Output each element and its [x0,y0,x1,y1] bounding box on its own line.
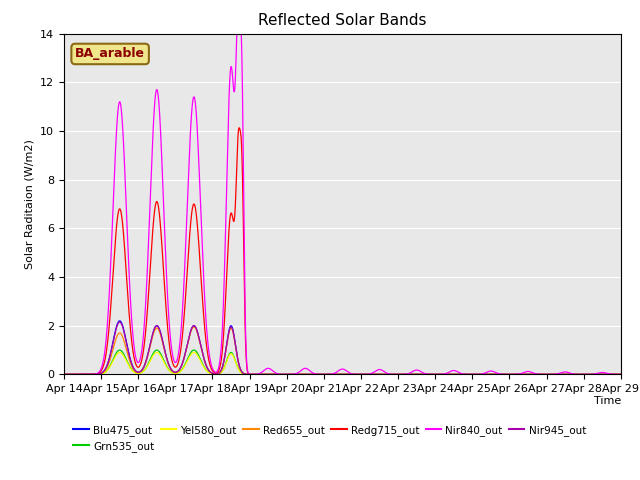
Nir945_out [448,372,456,377]
Line: Nir945_out: Nir945_out [64,322,621,374]
Nir945_out [587,372,595,377]
Yel580_out [116,349,124,355]
Nir945_out [467,372,475,377]
Nir945_out [116,319,124,325]
Redg715_out [617,372,625,377]
Yel580_out [60,372,68,377]
Red655_out [594,372,602,377]
Redg715_out [483,372,491,377]
Redg715_out [236,125,243,131]
Red655_out [324,372,332,377]
Blu475_out [60,372,68,377]
Red655_out [467,372,475,377]
Nir945_out [483,372,491,377]
Yel580_out [448,372,456,377]
Blu475_out [617,372,625,377]
Redg715_out [448,372,456,377]
Redg715_out [594,372,602,377]
Nir840_out [60,372,68,377]
Grn535_out [324,372,332,377]
Yel580_out [250,372,257,377]
Nir840_out [250,372,257,377]
Nir840_out [594,371,602,376]
Blu475_out [250,372,257,377]
Grn535_out [448,372,456,377]
Grn535_out [116,347,124,353]
Grn535_out [594,372,602,377]
Redg715_out [60,372,68,377]
Nir945_out [617,372,625,377]
Nir840_out [483,369,491,375]
Blu475_out [448,372,456,377]
Red655_out [617,372,625,377]
Line: Red655_out: Red655_out [64,327,621,374]
Y-axis label: Solar Raditaion (W/m2): Solar Raditaion (W/m2) [24,139,35,269]
X-axis label: Time: Time [593,396,621,406]
Grn535_out [250,372,257,377]
Grn535_out [617,372,625,377]
Red655_out [60,372,68,377]
Yel580_out [587,372,595,377]
Line: Redg715_out: Redg715_out [64,128,621,374]
Title: Reflected Solar Bands: Reflected Solar Bands [258,13,427,28]
Nir945_out [324,372,332,377]
Text: BA_arable: BA_arable [75,48,145,60]
Blu475_out [116,318,124,324]
Line: Blu475_out: Blu475_out [64,321,621,374]
Nir840_out [324,372,332,377]
Nir945_out [594,372,602,377]
Yel580_out [467,372,475,377]
Red655_out [587,372,595,377]
Red655_out [448,372,456,377]
Yel580_out [594,372,602,377]
Grn535_out [467,372,475,377]
Legend: Blu475_out, Grn535_out, Yel580_out, Red655_out, Redg715_out, Nir840_out, Nir945_: Blu475_out, Grn535_out, Yel580_out, Red6… [69,420,590,456]
Blu475_out [594,372,602,377]
Yel580_out [483,372,491,377]
Blu475_out [324,372,332,377]
Nir840_out [587,372,595,377]
Grn535_out [587,372,595,377]
Line: Grn535_out: Grn535_out [64,350,621,374]
Line: Yel580_out: Yel580_out [64,352,621,374]
Redg715_out [250,372,257,377]
Yel580_out [617,372,625,377]
Blu475_out [587,372,595,377]
Red655_out [483,372,491,377]
Redg715_out [587,372,595,377]
Blu475_out [467,372,475,377]
Redg715_out [324,372,332,377]
Nir945_out [60,372,68,377]
Nir945_out [250,372,257,377]
Grn535_out [60,372,68,377]
Redg715_out [467,372,475,377]
Red655_out [250,372,257,377]
Red655_out [190,324,198,330]
Nir840_out [467,372,475,377]
Nir840_out [617,372,625,377]
Blu475_out [483,372,491,377]
Grn535_out [483,372,491,377]
Line: Nir840_out: Nir840_out [64,0,621,374]
Yel580_out [324,372,332,377]
